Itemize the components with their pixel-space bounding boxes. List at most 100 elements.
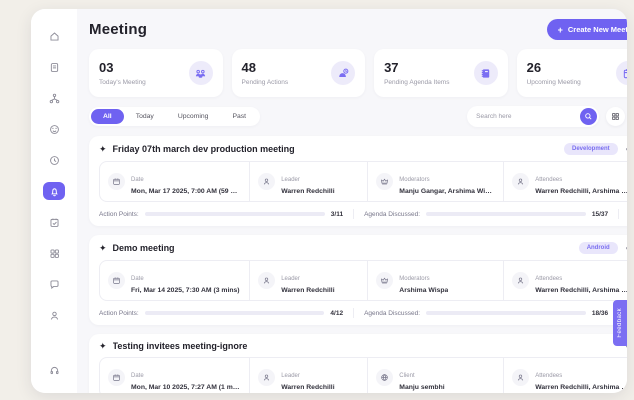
stat-label: Pending Agenda Items [384, 79, 450, 86]
field-value: Mon, Mar 10 2025, 7:27 AM (1 mins) [131, 384, 242, 391]
progress-track [426, 212, 586, 216]
meeting-card: ✦ Testing invitees meeting-ignore ••• Da… [89, 334, 627, 393]
field-date: Date Mon, Mar 17 2025, 7:00 AM (59 mins) [100, 162, 249, 201]
stat-label: Today's Meeting [99, 79, 146, 86]
progress-label: Agenda Discussed: [364, 210, 421, 218]
progress-label: Action Points: [99, 210, 139, 218]
action-points-progress: Action Points: 3/11 [99, 211, 343, 218]
meeting-card: ✦ Friday 07th march dev production meeti… [89, 136, 627, 226]
field-value: Manju sembhi [399, 384, 445, 391]
progress-value: 18/36 [591, 309, 609, 317]
more-menu-icon[interactable]: ••• [624, 341, 627, 351]
meeting-people-icon [188, 61, 213, 85]
stat-card-pending-agenda: 37 Pending Agenda Items [374, 49, 508, 97]
stat-value: 48 [241, 60, 256, 75]
meeting-title: Testing invitees meeting-ignore [112, 341, 248, 351]
field-value: Warren Redchilli [281, 287, 335, 294]
calendar-icon [108, 173, 125, 190]
document-icon[interactable] [43, 58, 65, 76]
tab-today[interactable]: Today [135, 113, 154, 120]
progress-value: 4/12 [330, 309, 344, 317]
task-calendar-icon[interactable] [43, 213, 65, 231]
more-menu-icon[interactable]: ••• [624, 144, 627, 154]
stat-label: Pending Actions [241, 79, 289, 86]
clock-icon[interactable] [43, 151, 65, 169]
field-leader: Leader Warren Redchilli [249, 358, 367, 393]
home-icon[interactable] [43, 27, 65, 45]
meeting-title: Demo meeting [112, 243, 175, 253]
stat-value: 26 [526, 60, 542, 75]
crown-icon [376, 173, 394, 190]
person-icon [512, 272, 530, 289]
field-leader: Leader Warren Redchilli [249, 261, 367, 300]
feedback-tab[interactable]: Feedback [613, 300, 627, 346]
field-value: Warren Redchilli [281, 384, 335, 391]
field-label: Attendees [535, 276, 563, 282]
header: Meeting + Create New Meeting [89, 19, 627, 40]
tab-all[interactable]: All [91, 109, 124, 124]
field-leader: Leader Warren Redchilli [249, 162, 367, 201]
field-value: Warren Redchilli, Arshima Wispa... [535, 384, 627, 391]
progress-label: Action Points: [99, 309, 139, 317]
sparkle-icon: ✦ [99, 143, 107, 154]
create-button-label: Create New Meeting [567, 25, 627, 34]
field-label: Moderators [399, 177, 430, 183]
crown-icon [376, 272, 394, 289]
field-label: Attendees [535, 177, 563, 183]
headset-icon[interactable] [43, 361, 65, 379]
globe-icon [376, 369, 394, 386]
person-icon [258, 369, 276, 386]
app-window: Meeting + Create New Meeting 03 Today's … [31, 9, 627, 393]
field-moderators: Moderators Arshima Wispa [367, 261, 503, 300]
agenda-progress: Agenda Discussed: 18/36 [364, 310, 608, 317]
field-label: Leader [281, 373, 300, 379]
field-attendees: Attendees Warren Redchilli, Arshima Wispa… [503, 162, 627, 201]
search-input[interactable] [476, 113, 581, 120]
calendar-icon [108, 272, 125, 289]
progress-track [144, 311, 325, 315]
field-client: Client Manju sembhi [367, 358, 503, 393]
more-menu-icon[interactable]: ••• [624, 243, 627, 253]
grid-view-icon[interactable] [606, 107, 626, 126]
field-date: Date Fri, Mar 14 2025, 7:30 AM (3 mins) [100, 261, 249, 300]
field-label: Client [399, 373, 415, 379]
chat-icon[interactable] [43, 275, 65, 293]
bell-icon[interactable] [43, 182, 65, 200]
category-badge: Development [564, 143, 618, 155]
user-icon[interactable] [43, 306, 65, 324]
calendar-icon [108, 369, 125, 386]
field-date: Date Mon, Mar 10 2025, 7:27 AM (1 mins) [100, 358, 249, 393]
field-value: Warren Redchilli, Arshima Wispa... [535, 188, 627, 195]
stat-label: Upcoming Meeting [526, 79, 581, 86]
kanban-icon[interactable] [43, 244, 65, 262]
stat-cards: 03 Today's Meeting 48 Pending Actions [89, 49, 627, 97]
stat-value: 03 [99, 60, 114, 75]
meeting-title: Friday 07th march dev production meeting [112, 144, 295, 154]
search-icon[interactable] [580, 108, 598, 125]
org-icon[interactable] [43, 89, 65, 107]
calendar-clock-icon [616, 61, 627, 85]
create-new-meeting-button[interactable]: + Create New Meeting [546, 19, 627, 40]
progress-value: 3/11 [330, 210, 344, 218]
agenda-progress: Agenda Discussed: 15/37 [364, 211, 608, 218]
plus-icon: + [557, 24, 563, 35]
stat-card-todays-meeting: 03 Today's Meeting [89, 49, 223, 97]
tab-upcoming[interactable]: Upcoming [177, 113, 209, 120]
person-icon [258, 173, 276, 190]
person-clock-icon [331, 61, 356, 85]
person-icon [512, 173, 530, 190]
filter-tabs: All Today Upcoming Past [89, 107, 261, 126]
tab-past[interactable]: Past [232, 113, 247, 120]
page-title: Meeting [89, 21, 148, 38]
stat-card-upcoming-meeting: 26 Upcoming Meeting [516, 49, 627, 97]
main-content: Meeting + Create New Meeting 03 Today's … [77, 9, 627, 393]
feedback-tab-label: Feedback [617, 308, 623, 338]
sparkle-icon: ✦ [99, 340, 107, 351]
category-badge: Android [578, 242, 618, 254]
notebook-icon [473, 61, 498, 85]
action-points-progress: Action Points: 4/12 [99, 310, 343, 317]
smiley-icon[interactable] [43, 120, 65, 138]
sidebar [31, 9, 77, 393]
search-bar [467, 106, 600, 127]
field-label: Leader [281, 177, 300, 183]
